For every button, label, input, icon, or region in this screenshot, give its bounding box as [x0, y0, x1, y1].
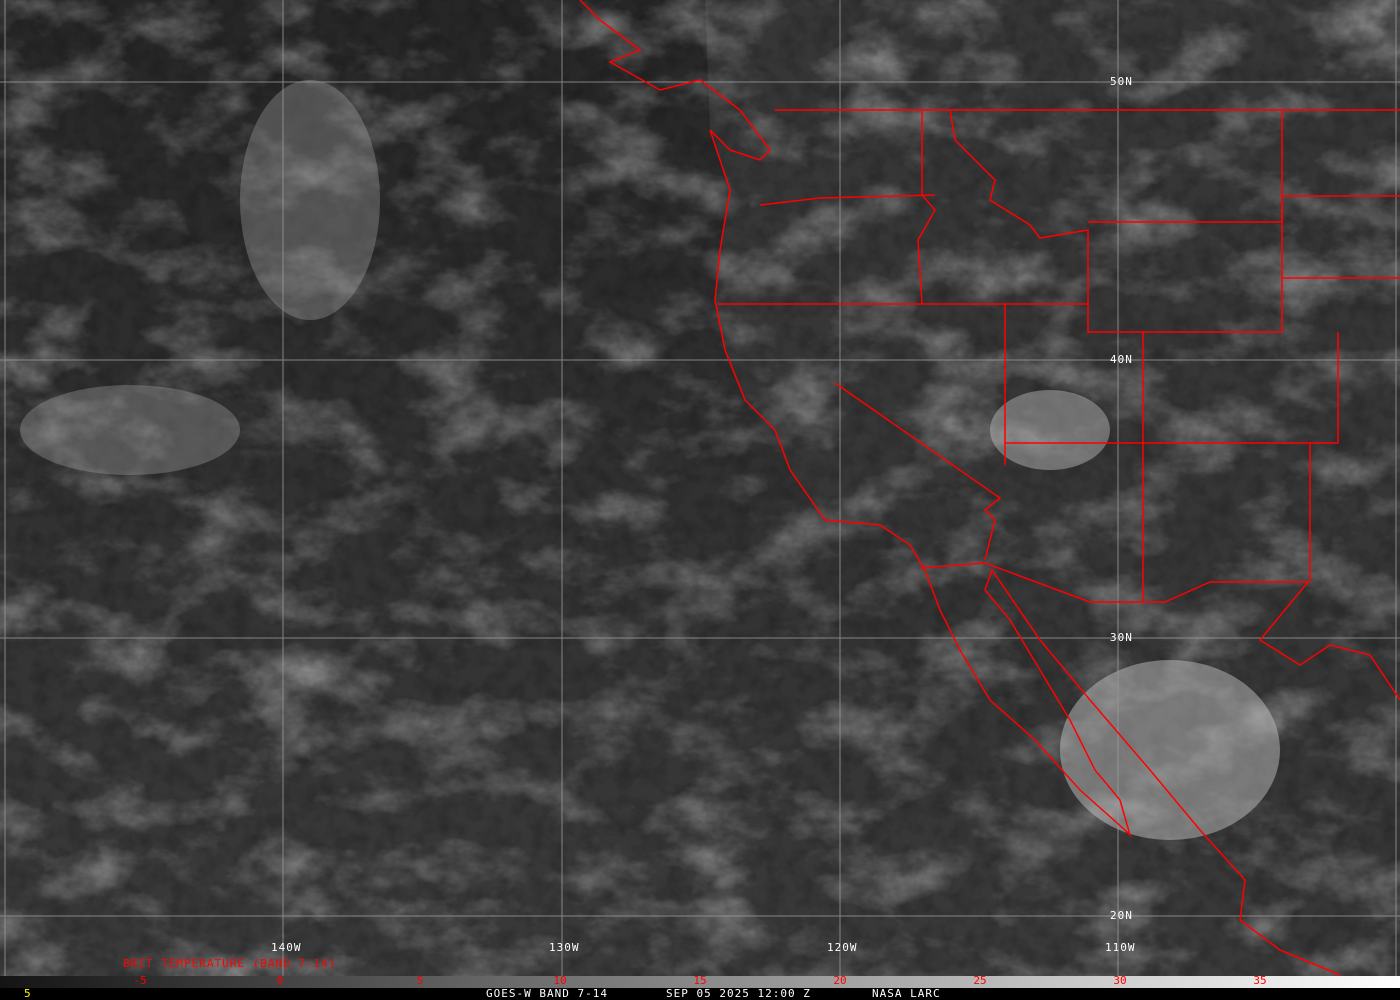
id-border — [917, 110, 936, 305]
colorbar — [0, 976, 1400, 988]
colorbar-tick: 35 — [1253, 974, 1267, 987]
coastline — [579, 0, 1341, 976]
frame-number: 5 — [24, 987, 32, 1000]
footer-bar — [0, 988, 1400, 1000]
lat-lon-grid — [0, 0, 1400, 976]
lon-label-130w: 130W — [549, 941, 580, 954]
ut-az-border — [1005, 332, 1339, 444]
datetime-label: SEP 05 2025 12:00 Z — [666, 987, 811, 1000]
cloud-nevada — [990, 390, 1110, 470]
source-label: NASA LARC — [872, 987, 941, 1000]
colorbar-tick: 15 — [693, 974, 707, 987]
lon-label-110w: 110W — [1105, 941, 1136, 954]
nv-ca-border — [834, 382, 1002, 561]
wy-border — [1088, 195, 1400, 223]
political-borders — [579, 0, 1400, 976]
wa-or-border — [759, 194, 936, 206]
cloud-pacific2 — [20, 385, 240, 475]
lat-label-20n: 20N — [1110, 909, 1133, 922]
cloud-pacific — [240, 80, 380, 320]
colorbar-tick: 10 — [553, 974, 567, 987]
colorbar-tick: 20 — [833, 974, 847, 987]
colorbar-tick: 5 — [416, 974, 424, 987]
lat-label-50n: 50N — [1110, 75, 1133, 88]
us-mexico-border — [919, 562, 1400, 701]
colorbar-tick: 25 — [973, 974, 987, 987]
lat-label-30n: 30N — [1110, 631, 1133, 644]
colorbar-tick: 30 — [1113, 974, 1127, 987]
colorbar-tick: -5 — [133, 974, 147, 987]
colorbar-title: BRIT TEMPERATURE (BAND 7-14) — [123, 957, 337, 970]
lon-label-120w: 120W — [827, 941, 858, 954]
product-label: GOES-W BAND 7-14 — [486, 987, 608, 1000]
cloud-mexico — [1060, 660, 1280, 840]
colorbar-tick: 0 — [276, 974, 284, 987]
id-mt-border — [949, 109, 1283, 333]
lat-label-40n: 40N — [1110, 353, 1133, 366]
lon-label-140w: 140W — [271, 941, 302, 954]
cloud-gaps — [0, 0, 1400, 976]
